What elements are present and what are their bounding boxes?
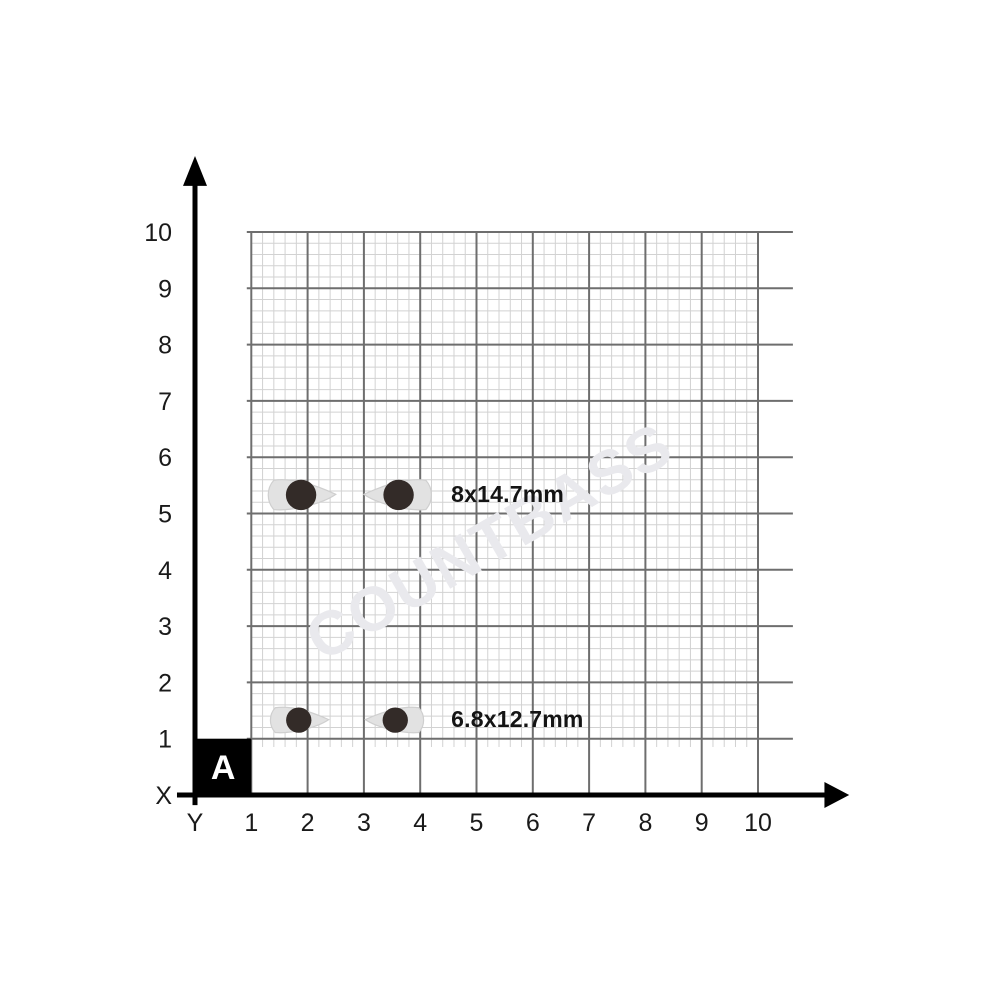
y-tick-label: 2 — [158, 669, 172, 697]
y-tick-label: 9 — [158, 275, 172, 303]
x-tick-label: 2 — [301, 809, 315, 837]
x-tick-label: 7 — [582, 809, 596, 837]
y-tick-label: 4 — [158, 557, 172, 585]
zone-marker-a: A — [195, 738, 252, 795]
major-gridlines — [246, 231, 793, 795]
x-axis-arrowhead — [824, 782, 850, 808]
x-tick-label: 6 — [526, 809, 540, 837]
blade-hole — [285, 479, 317, 511]
x-tick-label: 10 — [744, 809, 772, 837]
y-axis-name: Y — [187, 809, 204, 837]
x-tick-label: 8 — [638, 809, 652, 837]
y-tick-label: 10 — [144, 219, 172, 247]
x-tick-label: 5 — [470, 809, 484, 837]
size-labels-layer: 8x14.7mm 6.8x12.7mm — [451, 481, 583, 732]
y-tick-label: 5 — [158, 501, 172, 529]
blade-shape-marker — [362, 479, 433, 511]
blade-size-label: 8x14.7mm — [451, 481, 564, 507]
x-tick-label: 1 — [244, 809, 258, 837]
blade-size-label: 6.8x12.7mm — [451, 706, 583, 732]
blade-shape-marker — [267, 479, 337, 511]
blade-shape-marker — [269, 706, 330, 734]
blade-hole — [382, 707, 408, 733]
axis-lines — [176, 155, 850, 808]
y-tick-label: 7 — [158, 388, 172, 416]
y-tick-label: 8 — [158, 332, 172, 360]
x-tick-label: 3 — [357, 809, 371, 837]
blade-hole — [383, 479, 414, 511]
x-tick-label: 4 — [413, 809, 427, 837]
x-axis-tick-labels: Y 1 2 3 4 5 6 7 8 9 10 — [187, 809, 772, 837]
y-tick-label: 3 — [158, 613, 172, 641]
y-axis-arrowhead — [183, 155, 207, 186]
blade-shape-marker — [364, 706, 425, 734]
y-axis-tick-labels: X 1 2 3 4 5 6 7 8 9 10 — [144, 219, 172, 810]
x-axis-name: X — [155, 782, 172, 810]
blade-hole — [286, 707, 312, 733]
zone-marker-label: A — [211, 749, 236, 787]
x-tick-label: 9 — [695, 809, 709, 837]
zone-marker-box — [195, 738, 252, 795]
y-tick-label: 1 — [158, 726, 172, 754]
blade-shapes-layer — [267, 479, 433, 734]
y-tick-label: 6 — [158, 444, 172, 472]
